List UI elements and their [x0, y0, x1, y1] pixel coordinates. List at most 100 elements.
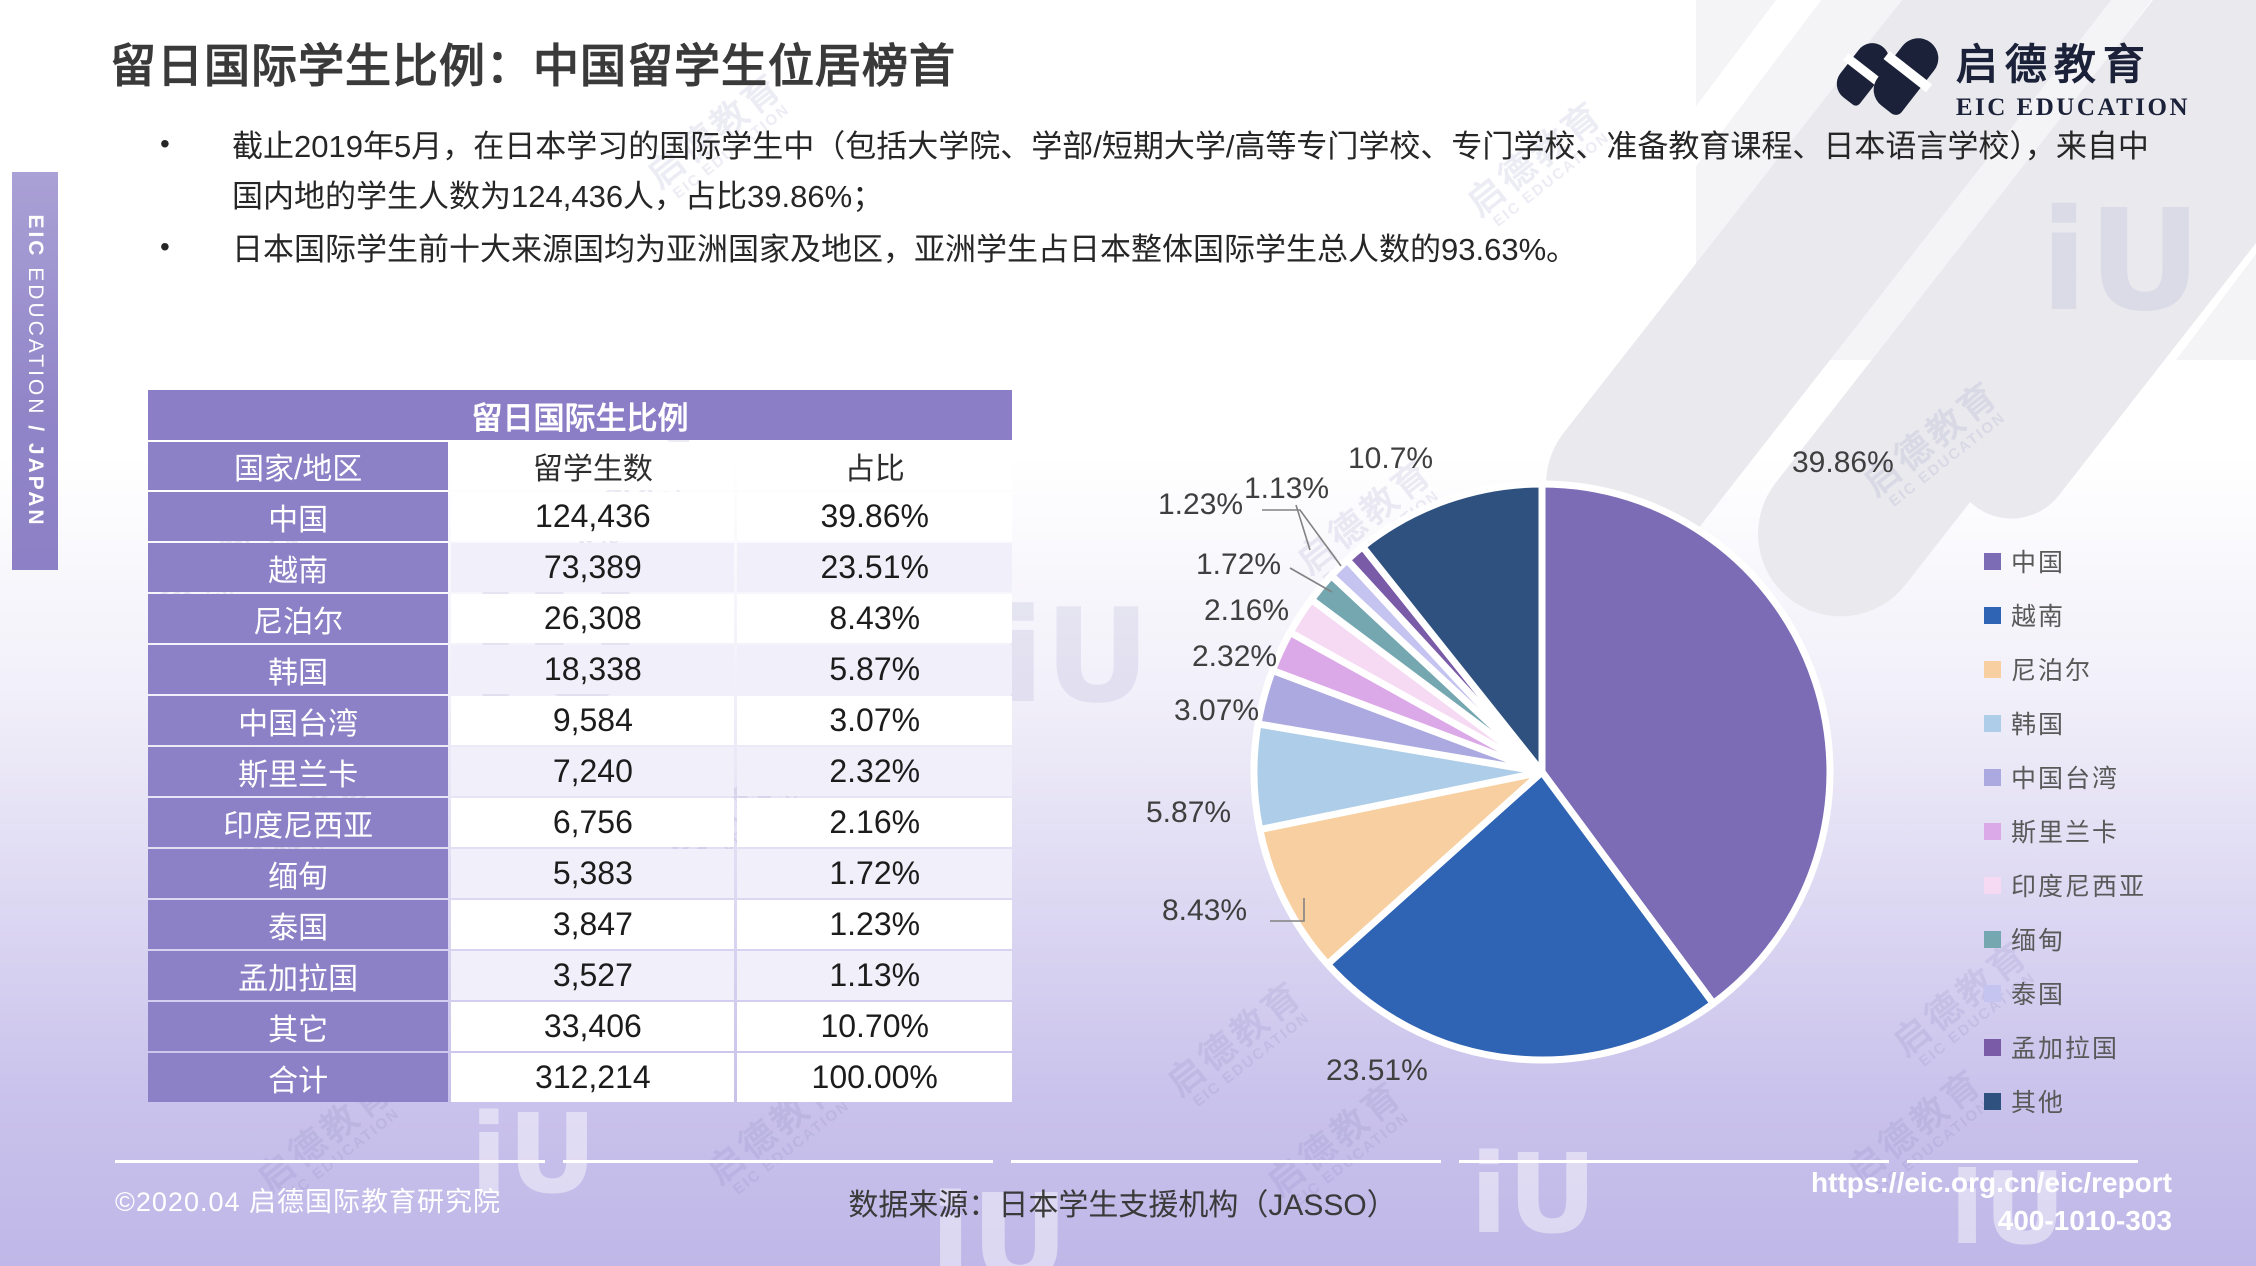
country-cell: 中国台湾: [148, 696, 449, 745]
legend-label: 孟加拉国: [2011, 1035, 2120, 1063]
report-url: https://eic.org.cn/eic/report: [1811, 1167, 2172, 1198]
country-cell: 中国: [148, 492, 449, 541]
eic-logo-icon: [1829, 24, 1947, 128]
logo-en-text: EIC EDUCATION: [1955, 93, 2190, 121]
value-cell: 3,527: [451, 951, 735, 1000]
logo-cn-text: 启德教育: [1955, 40, 2152, 88]
bullet-dot-icon: •: [160, 231, 170, 263]
value-cell: 10.70%: [737, 1002, 1012, 1051]
country-cell: 泰国: [148, 900, 449, 949]
value-cell: 6,756: [451, 798, 735, 847]
table-row: 泰国 3,847 1.23%: [148, 900, 1012, 949]
table-row: 缅甸 5,383 1.72%: [148, 849, 1012, 898]
value-cell: 33,406: [451, 1002, 735, 1051]
pie-percent-label: 39.86%: [1792, 446, 1894, 479]
value-cell: 1.72%: [737, 849, 1012, 898]
pie-percent-label: 1.13%: [1244, 472, 1330, 505]
students-table: 留日国际生比例 国家/地区 留学生数 占比 中国 124,436 39.86% 越南 73,…: [145, 388, 1015, 1104]
legend-label: 斯里兰卡: [2011, 819, 2120, 847]
legend-swatch-icon: [1984, 606, 2001, 624]
legend-label: 越南: [2011, 603, 2066, 631]
legend-item: 缅甸: [1984, 912, 2146, 966]
pie-percent-label: 1.23%: [1158, 488, 1244, 521]
students-table-wrap: 留日国际生比例 国家/地区 留学生数 占比 中国 124,436 39.86% 越南 73,…: [145, 388, 1015, 1104]
value-cell: 3.07%: [737, 696, 1012, 745]
legend-swatch-icon: [1984, 660, 2001, 678]
country-cell: 斯里兰卡: [148, 747, 449, 796]
pie-slice: [1343, 543, 1546, 776]
value-cell: 7,240: [451, 747, 735, 796]
sidebar-japan: / JAPAN: [24, 425, 47, 528]
sidebar-education: EDUCATION: [24, 267, 47, 417]
pie-slice: [1269, 628, 1546, 776]
value-cell: 100.00%: [737, 1053, 1012, 1102]
value-cell: 124,436: [451, 492, 735, 541]
value-cell: 39.86%: [737, 492, 1012, 541]
legend-item: 尼泊尔: [1984, 642, 2146, 696]
table-row: 韩国 18,338 5.87%: [148, 645, 1012, 694]
bullet-text: 截止2019年5月，在日本学习的国际学生中（包括大学院、学部/短期大学/高等专门…: [232, 129, 2149, 214]
legend-swatch-icon: [1984, 552, 2001, 570]
country-cell: 印度尼西亚: [148, 798, 449, 847]
bullet-dot-icon: •: [160, 128, 170, 159]
pie-slice: [1254, 666, 1546, 776]
watermark-en: EIC EDUCATION: [1319, 486, 1444, 589]
value-cell: 26,308: [451, 594, 735, 643]
table-row: 尼泊尔 26,308 8.43%: [148, 594, 1012, 643]
watermark-en: EIC EDUCATION: [729, 1096, 854, 1199]
value-cell: 23.51%: [737, 543, 1012, 592]
legend-item: 其他: [1984, 1074, 2146, 1128]
legend-label: 尼泊尔: [2011, 657, 2093, 685]
legend-label: 其他: [2011, 1089, 2066, 1117]
value-cell: 3,847: [451, 900, 735, 949]
country-cell: 合计: [148, 1053, 449, 1102]
bullet-list: • 截止2019年5月，在日本学习的国际学生中（包括大学院、学部/短期大学/高等专…: [160, 118, 2170, 275]
value-cell: 2.32%: [737, 747, 1012, 796]
page-title: 留日国际学生比例：中国留学生位居榜首: [110, 40, 956, 92]
legend-label: 印度尼西亚: [2011, 873, 2147, 901]
bullet-item: • 截止2019年5月，在日本学习的国际学生中（包括大学院、学部/短期大学/高等专…: [160, 122, 2170, 221]
pie-percent-label: 8.43%: [1162, 894, 1248, 927]
legend-item: 印度尼西亚: [1984, 858, 2146, 912]
sidebar-banner: EIC EDUCATION / JAPAN: [12, 172, 58, 570]
value-cell: 312,214: [451, 1053, 735, 1102]
pie-slice: [1324, 768, 1717, 1064]
label-leader-line: [1270, 898, 1305, 922]
legend-swatch-icon: [1984, 822, 2001, 840]
legend-swatch-icon: [1984, 984, 2001, 1002]
legend-swatch-icon: [1984, 1092, 2001, 1110]
value-cell: 2.16%: [737, 798, 1012, 847]
pie-percent-label: 1.72%: [1196, 548, 1282, 581]
legend-item: 斯里兰卡: [1984, 804, 2146, 858]
data-source-text: 数据来源：日本学生支援机构（JASSO）: [848, 1189, 1397, 1222]
value-cell: 5,383: [451, 849, 735, 898]
iu-ghost-watermark: iU: [1470, 1130, 1598, 1258]
legend-label: 泰国: [2011, 981, 2066, 1009]
column-header: 国家/地区: [148, 442, 449, 490]
table-row: 其它 33,406 10.70%: [148, 1002, 1012, 1051]
table-row: 越南 73,389 23.51%: [148, 543, 1012, 592]
country-cell: 尼泊尔: [148, 594, 449, 643]
table-row: 中国台湾 9,584 3.07%: [148, 696, 1012, 745]
legend-item: 中国台湾: [1984, 750, 2146, 804]
bullet-item: • 日本国际学生前十大来源国均为亚洲国家及地区，亚洲学生占日本整体国际学生总人数的…: [160, 225, 2170, 275]
label-leader-line: [1295, 504, 1311, 551]
country-cell: 越南: [148, 543, 449, 592]
value-cell: 5.87%: [737, 645, 1012, 694]
pie-slice: [1327, 556, 1546, 776]
watermark-cn: 启德教育: [1159, 972, 1311, 1104]
legend-swatch-icon: [1984, 768, 2001, 786]
bullet-text: 日本国际学生前十大来源国均为亚洲国家及地区，亚洲学生占日本整体国际学生总人数的9…: [232, 232, 1578, 268]
value-cell: 9,584: [451, 696, 735, 745]
pie-slice: [1286, 596, 1546, 776]
pie-percent-label: 2.16%: [1204, 594, 1290, 627]
legend-label: 韩国: [2011, 711, 2066, 739]
legend-swatch-icon: [1984, 714, 2001, 732]
copyright-text: ©2020.04 启德国际教育研究院: [115, 1187, 501, 1217]
eic-logo: 启德教育 EIC EDUCATION: [1829, 24, 2190, 128]
pie-slice: [1307, 572, 1546, 776]
legend-swatch-icon: [1984, 1038, 2001, 1056]
table-row: 中国 124,436 39.86%: [148, 492, 1012, 541]
